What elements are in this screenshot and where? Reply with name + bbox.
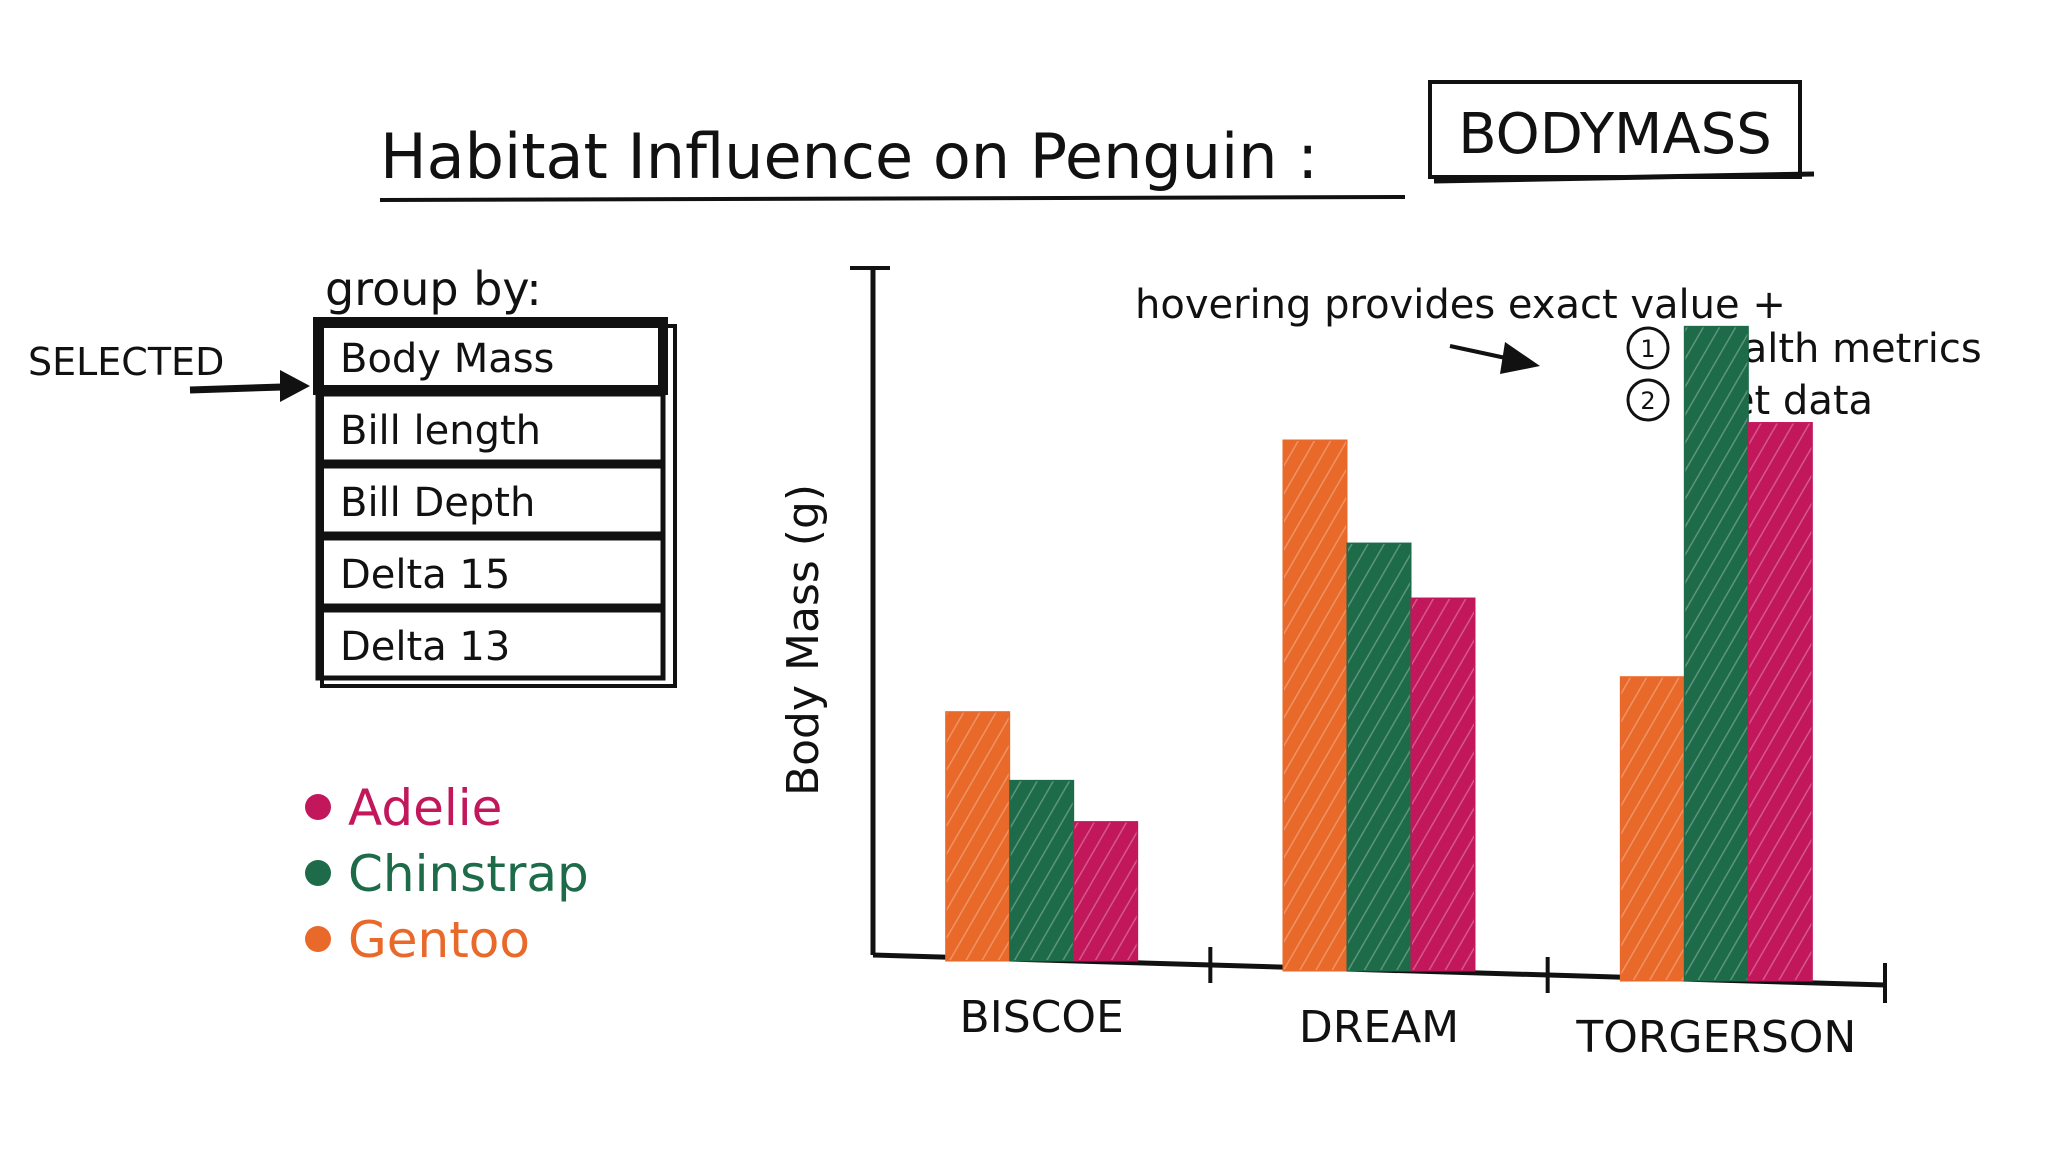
group-by-option-delta-15[interactable]: Delta 15 xyxy=(315,535,666,609)
legend-item-chinstrap: Chinstrap xyxy=(305,845,589,903)
bar-torgerson-chinstrap-hatch xyxy=(1685,327,1748,981)
bar-biscoe-adelie-hatch xyxy=(1074,822,1137,960)
group-by-label: group by: xyxy=(325,262,542,316)
annotation-item: 1 Health metrics xyxy=(1626,326,1982,372)
number-circle-icon xyxy=(1626,378,1670,422)
selected-marker-label: SELECTED xyxy=(28,340,224,384)
legend-label: Adelie xyxy=(348,779,502,837)
selected-metric-label: BODYMASS xyxy=(1458,102,1772,167)
group-by-list-shadow xyxy=(320,324,677,688)
x-tick-label-torgerson: TORGERSON xyxy=(1575,1012,1856,1063)
bar-dream-gentoo-hatch xyxy=(1284,441,1346,970)
group-by-option-label: Delta 15 xyxy=(340,552,510,598)
bar-dream-adelie-hatch xyxy=(1412,599,1474,970)
legend: Adelie Chinstrap Gentoo xyxy=(305,779,589,969)
group-by-option-bill-depth[interactable]: Bill Depth xyxy=(315,463,666,537)
group-by-option-label: Delta 13 xyxy=(340,624,510,670)
bar-biscoe-chinstrap-hatch xyxy=(1010,781,1073,960)
legend-dot-icon xyxy=(305,794,331,820)
x-tick-label-dream: DREAM xyxy=(1299,1002,1459,1053)
legend-item-adelie: Adelie xyxy=(305,779,502,837)
x-tick-labels: BISCOE DREAM TORGERSON xyxy=(960,992,1857,1063)
page-title: Habitat Influence on Penguin : xyxy=(380,120,1318,193)
group-by-list: Body Mass Bill length Bill Depth Delta 15 De… xyxy=(313,317,677,688)
group-by-option-label: Body Mass xyxy=(340,336,554,382)
group-by-option-label: Bill Depth xyxy=(340,480,535,526)
legend-dot-icon xyxy=(305,860,331,886)
bar-torgerson-adelie-hatch xyxy=(1749,423,1812,980)
y-axis-label: Body Mass (g) xyxy=(778,484,829,796)
group-by-option-delta-13[interactable]: Delta 13 xyxy=(315,607,666,681)
bar-biscoe-gentoo-hatch xyxy=(946,712,1009,960)
annotation-item: 2 Diet data xyxy=(1626,378,1873,424)
bar-dream-chinstrap-hatch xyxy=(1348,544,1410,970)
group-by-option-label: Bill length xyxy=(340,408,541,454)
group-by-option-body-mass[interactable]: Body Mass xyxy=(313,317,668,395)
selected-arrow-icon xyxy=(189,370,310,402)
chart-bars xyxy=(945,325,1813,982)
x-tick-label-biscoe: BISCOE xyxy=(960,992,1124,1043)
group-by-option-bill-length[interactable]: Bill length xyxy=(315,391,666,465)
legend-item-gentoo: Gentoo xyxy=(305,911,530,969)
title-underline xyxy=(379,195,1406,202)
annotation-items: 1 Health metrics 2 Diet data xyxy=(1626,326,1982,424)
number-circle-icon xyxy=(1626,326,1670,370)
hover-annotation: hovering provides exact value + xyxy=(1135,282,1786,328)
annotation-arrow-icon xyxy=(1449,342,1540,374)
selected-metric-box-shadow xyxy=(1433,171,1815,184)
legend-dot-icon xyxy=(305,926,331,952)
legend-label: Chinstrap xyxy=(348,845,589,903)
bar-torgerson-gentoo-hatch xyxy=(1621,677,1684,980)
annotation-item-number: 1 xyxy=(1640,335,1655,363)
legend-label: Gentoo xyxy=(348,911,530,969)
annotation-item-number: 2 xyxy=(1640,387,1655,415)
